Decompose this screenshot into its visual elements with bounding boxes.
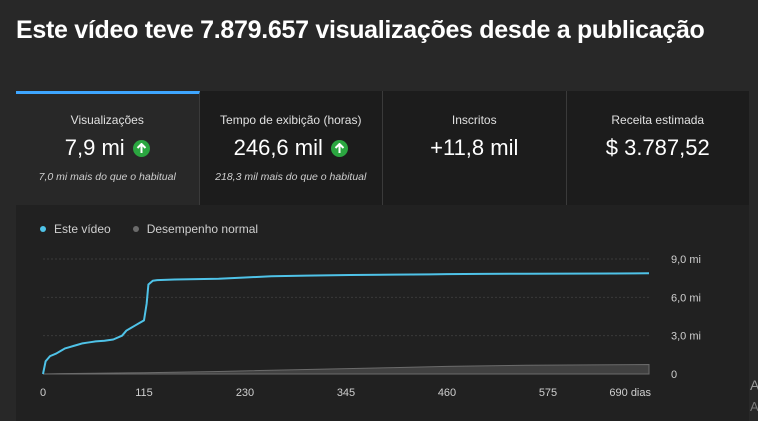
legend-item-this-video[interactable]: Este vídeo — [40, 222, 111, 236]
x-tick-label: 230 — [236, 387, 254, 399]
tab-watch-time[interactable]: Tempo de exibição (horas) 246,6 mil 218,… — [199, 91, 383, 205]
views-line-chart: 9,0 mi 6,0 mi 3,0 mi 0 0 115 230 345 460 575 690 d… — [40, 254, 701, 399]
legend-dot — [40, 226, 46, 232]
tab-subscribers[interactable]: Inscritos +11,8 mil — [383, 91, 567, 205]
tab-value: 7,9 mi — [16, 135, 199, 161]
tab-label: Visualizações — [70, 113, 144, 127]
metric-tabs: Visualizações 7,9 mi 7,0 mi mais do que … — [16, 91, 749, 205]
x-tick-label: 460 — [438, 387, 456, 399]
tab-label: Receita estimada — [611, 113, 705, 127]
y-tick-label: 9,0 mi — [671, 254, 701, 266]
metric-value: $ 3.787,52 — [605, 135, 710, 160]
page-title: Este vídeo teve 7.879.657 visualizações … — [16, 16, 705, 44]
tab-label: Inscritos — [451, 113, 497, 127]
arrow-up-icon — [330, 139, 348, 157]
y-tick-label: 0 — [671, 369, 677, 381]
metric-note: 218,3 mil mais do que o habitual — [215, 171, 367, 183]
legend-label: Este vídeo — [54, 222, 111, 236]
legend-label: Desempenho normal — [146, 222, 259, 236]
y-tick-label: 6,0 mi — [671, 292, 701, 304]
x-tick-label: 115 — [135, 387, 153, 399]
tab-revenue[interactable]: Receita estimada $ 3.787,52 — [566, 91, 750, 205]
series-desempenho-normal — [42, 364, 650, 375]
x-tick-label: 345 — [337, 387, 355, 399]
tab-value: +11,8 mil — [383, 135, 566, 161]
legend-item-normal[interactable]: Desempenho normal — [132, 222, 259, 236]
arrow-up-icon — [132, 139, 150, 157]
metric-note: 7,0 mi mais do que o habitual — [38, 171, 176, 183]
x-tick-label: 575 — [539, 387, 557, 399]
x-tick-label: 690 dias — [609, 387, 651, 399]
legend-dot — [132, 226, 139, 232]
tab-label: Tempo de exibição (horas) — [220, 113, 362, 127]
x-tick-label: 0 — [40, 387, 46, 399]
tab-value: 246,6 mil — [200, 135, 383, 161]
metric-value: 7,9 mi — [64, 135, 125, 160]
tab-value: $ 3.787,52 — [567, 135, 750, 161]
chart-legend: Este vídeo Desempenho normal — [40, 222, 280, 236]
metric-value: +11,8 mil — [430, 135, 519, 160]
metric-value: 246,6 mil — [233, 135, 323, 160]
y-tick-label: 3,0 mi — [671, 331, 701, 343]
cropped-text: A — [750, 399, 758, 414]
tab-views[interactable]: Visualizações 7,9 mi 7,0 mi mais do que … — [16, 91, 200, 205]
cropped-text: A — [750, 377, 758, 393]
series-este-video — [42, 272, 650, 375]
analytics-card: Visualizações 7,9 mi 7,0 mi mais do que … — [16, 91, 749, 421]
